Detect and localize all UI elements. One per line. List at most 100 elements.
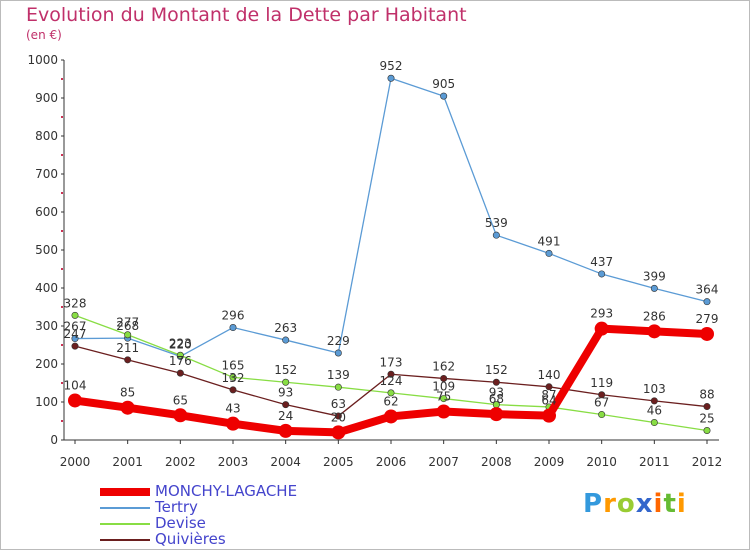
data-label: 119 (590, 376, 613, 390)
y-tick-label: 900 (35, 91, 58, 105)
logo-letter: x (635, 489, 654, 519)
legend-swatch (100, 507, 150, 509)
y-tick-label: 700 (35, 167, 58, 181)
logo-letter: i (653, 489, 664, 519)
data-label: 539 (485, 216, 508, 230)
data-label: 247 (64, 327, 87, 341)
data-point (71, 335, 79, 343)
data-point (650, 397, 658, 405)
data-point (334, 383, 342, 391)
data-label: 165 (222, 358, 245, 372)
data-label: 140 (538, 368, 561, 382)
y-minor-tick (61, 268, 63, 270)
logo-letter: P (583, 489, 604, 519)
data-point (68, 393, 82, 408)
data-label: 296 (222, 309, 245, 323)
legend-swatch (100, 539, 150, 541)
y-minor-tick (61, 382, 63, 384)
data-point (71, 342, 79, 350)
data-label: 268 (116, 319, 139, 333)
data-label: 211 (116, 341, 139, 355)
data-point (489, 407, 504, 422)
data-point (598, 270, 606, 278)
data-point (226, 416, 240, 431)
legend-label: MONCHY-LAGACHE (155, 482, 298, 500)
y-tick-label: 400 (35, 281, 58, 295)
data-label: 43 (225, 402, 240, 416)
data-point (650, 284, 658, 292)
y-minor-tick (61, 154, 63, 156)
logo-letter: o (616, 489, 636, 519)
data-point (71, 311, 79, 319)
data-point (703, 403, 711, 411)
data-point (440, 92, 448, 100)
data-point (282, 401, 290, 409)
y-tick-label: 200 (35, 357, 58, 371)
data-point (542, 408, 556, 423)
data-label: 220 (169, 337, 192, 351)
x-tick-label: 2007 (428, 455, 459, 469)
data-point (278, 423, 293, 438)
x-tick-label: 2000 (60, 455, 91, 469)
data-label: 263 (274, 321, 297, 335)
data-label: 223 (169, 336, 192, 350)
data-label: 229 (327, 334, 350, 348)
data-point (545, 249, 553, 257)
data-point (331, 425, 346, 440)
data-label: 24 (278, 409, 293, 423)
data-label: 139 (327, 368, 350, 382)
y-minor-tick (61, 420, 63, 422)
data-point (387, 370, 395, 378)
data-label: 46 (647, 404, 662, 418)
x-tick-label: 2002 (165, 455, 196, 469)
logo-letter: i (676, 489, 687, 519)
x-tick-label: 2008 (481, 455, 512, 469)
x-tick-label: 2009 (534, 455, 565, 469)
data-label: 88 (699, 388, 714, 402)
y-minor-tick (61, 230, 63, 232)
data-point (229, 324, 237, 332)
data-label: 491 (538, 234, 561, 248)
data-label: 279 (696, 312, 719, 326)
data-point (176, 351, 184, 359)
data-label: 85 (120, 386, 135, 400)
chart-subtitle: (en €) (26, 28, 62, 42)
y-tick-label: 1000 (27, 53, 58, 67)
x-tick-label: 2001 (112, 455, 143, 469)
data-point (173, 408, 188, 423)
y-minor-tick (61, 78, 63, 80)
legend-label: Tertry (155, 498, 198, 516)
data-label: 93 (489, 386, 504, 400)
data-point (120, 400, 135, 415)
y-minor-tick (61, 306, 63, 308)
data-label: 75 (436, 390, 451, 404)
x-tick-label: 2006 (376, 455, 407, 469)
data-label: 277 (116, 316, 139, 330)
data-label: 65 (173, 393, 188, 407)
data-label: 267 (64, 320, 87, 334)
y-tick-label: 300 (35, 319, 58, 333)
data-label: 152 (485, 363, 508, 377)
data-label: 364 (696, 283, 719, 297)
x-tick-label: 2012 (692, 455, 723, 469)
data-label: 132 (222, 371, 245, 385)
data-point (647, 324, 662, 339)
data-label: 328 (64, 296, 87, 310)
legend-label: Quivières (155, 530, 226, 548)
x-tick-label: 2003 (218, 455, 249, 469)
data-point (703, 426, 711, 434)
data-label: 64 (541, 394, 556, 408)
y-minor-tick (61, 192, 63, 194)
data-point (384, 409, 398, 424)
data-label: 124 (380, 374, 403, 388)
data-point (124, 331, 132, 339)
data-point (387, 74, 395, 82)
data-point (492, 231, 500, 239)
data-label: 68 (489, 392, 504, 406)
data-label: 25 (699, 412, 714, 426)
data-label: 152 (274, 363, 297, 377)
data-point (703, 298, 711, 306)
y-tick-label: 600 (35, 205, 58, 219)
